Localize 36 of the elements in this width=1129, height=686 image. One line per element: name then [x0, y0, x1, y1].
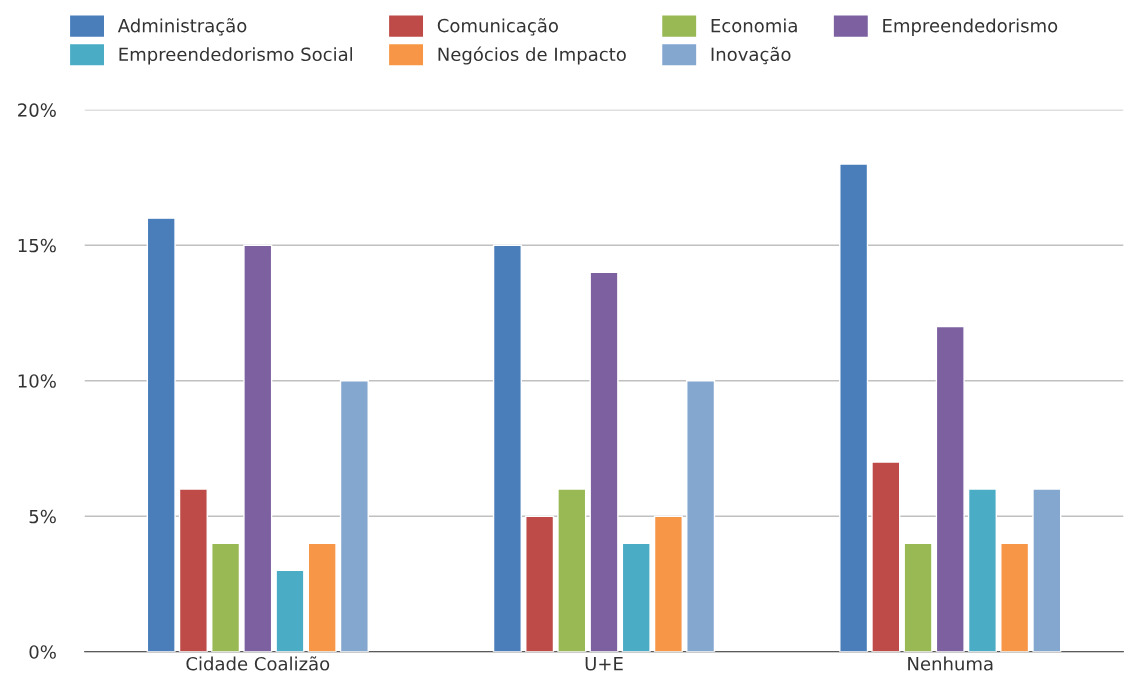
x-tick-label: Nenhuma [908, 656, 993, 671]
legend-label: Comunicação [437, 18, 558, 36]
y-tick-label: 20% [18, 103, 56, 117]
legend-label: Empreendedorismo Social [119, 47, 353, 65]
bar [903, 542, 933, 652]
bar [307, 542, 337, 652]
bar [492, 244, 522, 652]
bar [211, 542, 241, 652]
bar [557, 488, 587, 652]
bar [339, 380, 369, 652]
legend-label: Inovação [711, 46, 791, 65]
legend-label: Negócios de Impacto [438, 46, 626, 65]
y-tick-label: 15% [18, 238, 56, 253]
bar [178, 488, 208, 652]
legend-label: Administração [117, 18, 247, 36]
y-tick-label: 10% [18, 374, 56, 388]
legend-label: Economia [711, 18, 797, 33]
bar [243, 244, 273, 652]
x-tick-label: Cidade Coalizão [186, 656, 330, 671]
bar [1032, 488, 1062, 652]
bar [525, 515, 555, 652]
bar [589, 271, 619, 652]
bar [871, 461, 901, 652]
y-tick-label: 5% [29, 509, 56, 524]
bar [146, 217, 176, 652]
bar [1000, 542, 1030, 652]
bar [935, 325, 965, 652]
legend-label: Empreendedorismo [883, 18, 1058, 36]
y-tick-label: 0% [29, 645, 56, 659]
bar [686, 380, 716, 652]
bar [621, 542, 651, 652]
bar [839, 163, 869, 652]
bar [275, 569, 305, 652]
bar [967, 488, 997, 652]
x-tick-label: U+E [585, 657, 623, 671]
bar [653, 515, 683, 652]
